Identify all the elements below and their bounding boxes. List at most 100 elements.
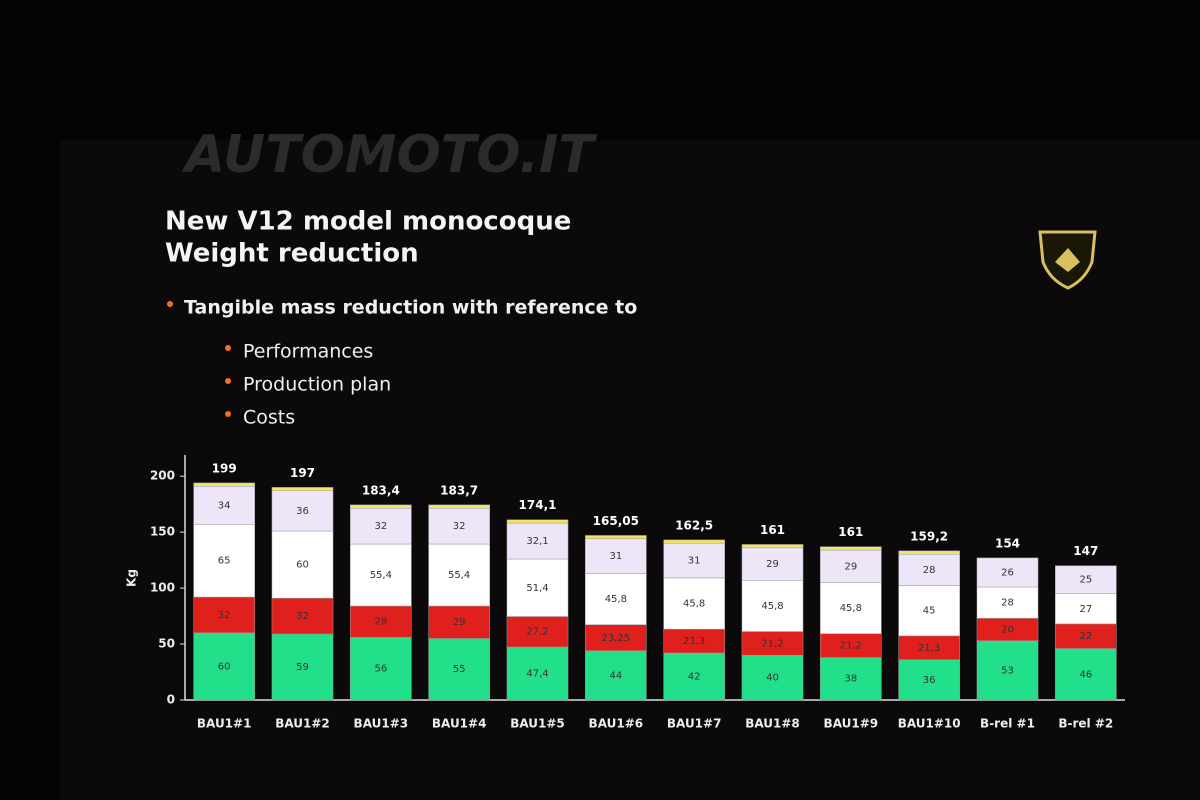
- x-tick-label: BAU1#9: [824, 717, 879, 731]
- x-tick-label: BAU1#10: [898, 717, 961, 731]
- x-tick-label: BAU1#1: [197, 717, 252, 731]
- segment-label: 40: [766, 673, 779, 684]
- total-label: 154: [995, 536, 1020, 550]
- segment-label: 60: [218, 661, 231, 672]
- sub-bullet-dot: [225, 345, 231, 351]
- segment-label: 32: [374, 521, 387, 532]
- x-tick-label: BAU1#8: [745, 717, 800, 731]
- segment-label: 32: [296, 611, 309, 622]
- bar-segment: [898, 550, 960, 555]
- bar-segment: [741, 547, 804, 581]
- bar-segment: [898, 659, 960, 701]
- x-tick-label: BAU1#7: [667, 717, 722, 731]
- segment-label: 59: [296, 662, 309, 673]
- total-label: 183,7: [440, 483, 478, 497]
- segment-label: 32: [218, 610, 231, 621]
- segment-label: 45,8: [683, 599, 705, 610]
- bar-segment: [428, 507, 490, 545]
- segment-label: 36: [296, 506, 309, 517]
- bar-segment: [428, 543, 490, 607]
- segment-label: 29: [453, 617, 466, 628]
- total-label: 165,05: [593, 514, 639, 528]
- segment-label: 28: [374, 617, 387, 628]
- total-label: 159,2: [910, 529, 948, 543]
- bar-segment: [506, 519, 569, 524]
- total-label: 147: [1073, 544, 1098, 558]
- x-tick-label: BAU1#4: [432, 717, 487, 731]
- segment-label: 51,4: [526, 583, 548, 594]
- y-tick-label: 50: [158, 637, 175, 651]
- total-label: 199: [212, 461, 237, 475]
- segment-label: 47,4: [526, 668, 548, 679]
- bar-segment: [585, 573, 647, 625]
- bar-segment: [350, 637, 412, 701]
- bar-segment: [350, 504, 412, 509]
- bar-segment: [271, 530, 334, 599]
- segment-label: 65: [218, 556, 231, 567]
- bar-segment: [506, 522, 569, 560]
- segment-label: 23,25: [602, 633, 631, 644]
- segment-label: 45: [923, 606, 936, 617]
- bar-segment: [898, 553, 960, 586]
- y-tick-label: 200: [150, 469, 175, 483]
- segment-label: 45,8: [605, 594, 627, 605]
- segment-label: 29: [844, 561, 857, 572]
- bar-segment: [271, 487, 334, 491]
- total-label: 183,4: [362, 483, 400, 497]
- bar-segment: [506, 646, 569, 701]
- segment-label: 38: [844, 674, 857, 685]
- total-label: 174,1: [519, 498, 557, 512]
- segment-label: 56: [374, 664, 387, 675]
- segment-label: 53: [1001, 665, 1014, 676]
- x-tick-label: BAU1#5: [510, 717, 565, 731]
- x-tick-label: BAU1#2: [275, 717, 330, 731]
- segment-label: 25: [1079, 575, 1092, 586]
- bar-segment: [585, 535, 647, 540]
- logo: [1038, 230, 1097, 290]
- bar-segment: [741, 544, 804, 549]
- bar-segment: [506, 616, 569, 648]
- y-tick-label: 150: [150, 525, 175, 539]
- bar-segment: [663, 577, 725, 630]
- segment-label: 32: [453, 521, 466, 532]
- segment-label: 27,2: [526, 627, 548, 638]
- bar-segment: [976, 640, 1039, 701]
- bar-segment: [585, 624, 647, 652]
- y-tick-label: 100: [150, 581, 175, 595]
- bar-segment: [820, 546, 882, 551]
- bar-segment: [193, 524, 255, 598]
- chart-subtitle: Weight reduction: [165, 239, 419, 269]
- segment-label: 45,8: [840, 603, 862, 614]
- bar-segment: [820, 549, 882, 583]
- total-label: 162,5: [675, 518, 713, 532]
- segment-label: 44: [609, 670, 622, 681]
- segment-label: 28: [1001, 598, 1014, 609]
- y-tick-label: 0: [167, 693, 175, 707]
- bar-segment: [741, 654, 804, 701]
- segment-label: 20: [1001, 625, 1014, 636]
- total-label: 197: [290, 466, 315, 480]
- bar-segment: [193, 482, 255, 487]
- segment-label: 46: [1079, 669, 1092, 680]
- bar-segment: [1055, 648, 1117, 701]
- total-label: 161: [838, 525, 863, 539]
- chart-title: New V12 model monocoque: [165, 207, 571, 237]
- bar-segment: [976, 557, 1039, 588]
- x-tick-label: B-rel #1: [980, 717, 1035, 731]
- segment-label: 34: [218, 500, 231, 511]
- bar-segment: [193, 632, 255, 701]
- y-axis-label: Kg: [125, 569, 139, 587]
- segment-label: 21,2: [840, 641, 862, 652]
- segment-label: 31: [688, 556, 701, 567]
- sub-bullet: Production plan: [243, 374, 391, 396]
- bar-segment: [428, 504, 490, 509]
- bullet: Tangible mass reduction with reference t…: [184, 297, 637, 319]
- segment-label: 27: [1079, 604, 1092, 615]
- bullet-dot: [167, 301, 173, 307]
- bar-segment: [663, 542, 725, 579]
- segment-label: 26: [1001, 567, 1014, 578]
- bar-segment: [585, 650, 647, 701]
- x-tick-label: BAU1#6: [589, 717, 644, 731]
- bar-segment: [506, 558, 569, 617]
